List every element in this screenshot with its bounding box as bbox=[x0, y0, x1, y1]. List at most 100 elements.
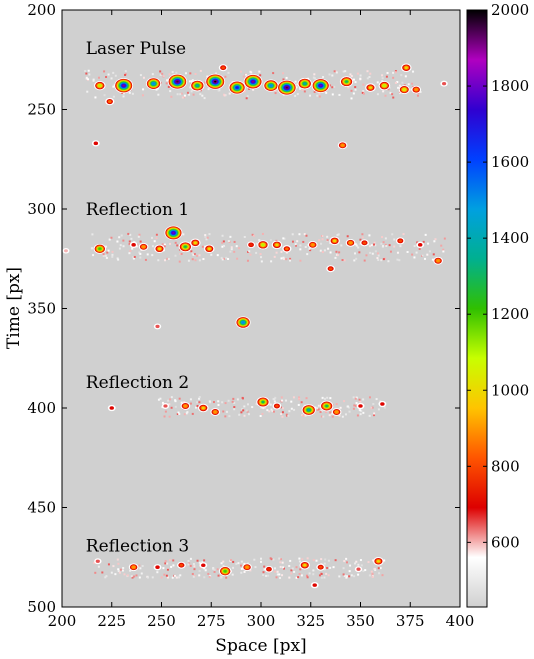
heatmap-cell bbox=[282, 566, 285, 569]
heatmap-cell bbox=[329, 251, 332, 254]
heatmap-cell bbox=[354, 86, 357, 89]
heatmap-cell bbox=[357, 573, 360, 576]
heatmap-cell bbox=[380, 259, 383, 262]
heatmap-cell bbox=[368, 234, 371, 237]
heatmap-cell bbox=[338, 575, 341, 578]
heatmap-cell bbox=[196, 559, 199, 562]
colorbar-ticks: 600 800 1000 1200 1400 1600 1800 2000 bbox=[467, 1, 529, 551]
heatmap-cell bbox=[330, 412, 333, 415]
heatmap-cell bbox=[255, 403, 258, 406]
heatmap-cell bbox=[345, 575, 348, 578]
heatmap-cell bbox=[334, 256, 337, 259]
heatmap-cell bbox=[203, 576, 206, 579]
heatmap-cell bbox=[229, 235, 232, 238]
heatmap-cell bbox=[291, 233, 294, 236]
heatmap-cell bbox=[240, 567, 243, 570]
heatmap-cell bbox=[225, 410, 228, 413]
heatmap-cell bbox=[316, 94, 319, 97]
hotspot-level bbox=[261, 243, 265, 246]
heatmap-cell bbox=[87, 78, 90, 81]
hotspot-level bbox=[132, 566, 136, 569]
heatmap-cell bbox=[360, 564, 363, 567]
heatmap-cell bbox=[326, 396, 329, 399]
heatmap-cell bbox=[243, 414, 246, 417]
heatmap-cell bbox=[207, 88, 210, 91]
heatmap-cell bbox=[282, 237, 285, 240]
heatmap-cell bbox=[382, 241, 385, 244]
heatmap-cell bbox=[348, 575, 351, 578]
heatmap-cell bbox=[365, 254, 368, 257]
heatmap-cell bbox=[348, 410, 351, 413]
heatmap-cell bbox=[178, 397, 181, 400]
heatmap-cell bbox=[138, 576, 141, 579]
heatmap-cell bbox=[216, 254, 219, 257]
heatmap-cell bbox=[329, 566, 332, 569]
heatmap-cell bbox=[97, 76, 100, 79]
heatmap-cell bbox=[371, 252, 374, 255]
hotspot bbox=[164, 225, 183, 241]
heatmap-cell bbox=[112, 565, 115, 568]
heatmap-cell bbox=[318, 92, 321, 95]
colorbar-tick-label: 2000 bbox=[491, 1, 529, 19]
heatmap-cell bbox=[178, 413, 181, 416]
heatmap-cell bbox=[240, 70, 243, 73]
heatmap-cell bbox=[258, 239, 261, 242]
heatmap-cell bbox=[198, 396, 201, 399]
heatmap-cell bbox=[221, 258, 224, 261]
heatmap-cell bbox=[379, 567, 382, 570]
hotspot-level bbox=[249, 243, 253, 247]
heatmap-cell bbox=[398, 84, 401, 87]
heatmap-cell bbox=[442, 250, 445, 253]
heatmap-cell bbox=[381, 77, 384, 80]
hotspot-level bbox=[93, 141, 99, 146]
heatmap-cell bbox=[101, 571, 104, 574]
heatmap-cell bbox=[413, 245, 416, 248]
heatmap-cell bbox=[199, 69, 202, 72]
hotspot-level bbox=[176, 80, 179, 83]
hotspot bbox=[246, 241, 256, 249]
hotspot bbox=[210, 408, 221, 416]
heatmap-cell bbox=[122, 92, 125, 95]
heatmap-cell bbox=[291, 567, 294, 570]
heatmap-cell bbox=[384, 257, 387, 260]
heatmap-cell bbox=[373, 412, 376, 415]
heatmap-cell bbox=[306, 576, 309, 579]
heatmap-cell bbox=[249, 70, 252, 73]
heatmap-cell bbox=[137, 235, 140, 238]
hotspot-level bbox=[335, 410, 339, 414]
heatmap-cell bbox=[375, 398, 378, 401]
heatmap-cell bbox=[160, 576, 163, 579]
heatmap-cell bbox=[312, 569, 315, 572]
heatmap-cell bbox=[190, 251, 193, 254]
heatmap-cell bbox=[329, 397, 332, 400]
heatmap-cell bbox=[344, 70, 347, 73]
heatmap-cell bbox=[275, 251, 278, 254]
heatmap-cell bbox=[268, 410, 271, 413]
hotspot-level bbox=[221, 66, 225, 70]
heatmap-cell bbox=[163, 415, 166, 418]
heatmap-cell bbox=[126, 574, 129, 577]
heatmap-cell bbox=[167, 257, 170, 260]
heatmap-cell bbox=[191, 79, 194, 82]
heatmap-cell bbox=[162, 567, 165, 570]
heatmap-cell bbox=[164, 560, 167, 563]
heatmap-cell bbox=[344, 413, 347, 416]
heatmap-cell bbox=[267, 574, 270, 577]
hotspot bbox=[326, 265, 336, 273]
heatmap-cell bbox=[216, 568, 219, 571]
heatmap-cell bbox=[406, 251, 409, 254]
heatmap-cell bbox=[274, 89, 277, 92]
hotspot bbox=[242, 563, 252, 572]
heatmap-cell bbox=[291, 240, 294, 243]
heatmap-cell bbox=[233, 240, 236, 243]
hotspot bbox=[433, 256, 443, 265]
heatmap-cell bbox=[300, 401, 303, 404]
hotspot bbox=[167, 73, 188, 90]
heatmap-cell bbox=[411, 82, 414, 85]
heatmap-cell bbox=[312, 573, 315, 576]
heatmap-cell bbox=[254, 566, 257, 569]
heatmap-cell bbox=[88, 73, 91, 76]
heatmap-cell bbox=[184, 72, 187, 75]
heatmap-cell bbox=[103, 94, 106, 97]
heatmap-cell bbox=[164, 410, 167, 413]
